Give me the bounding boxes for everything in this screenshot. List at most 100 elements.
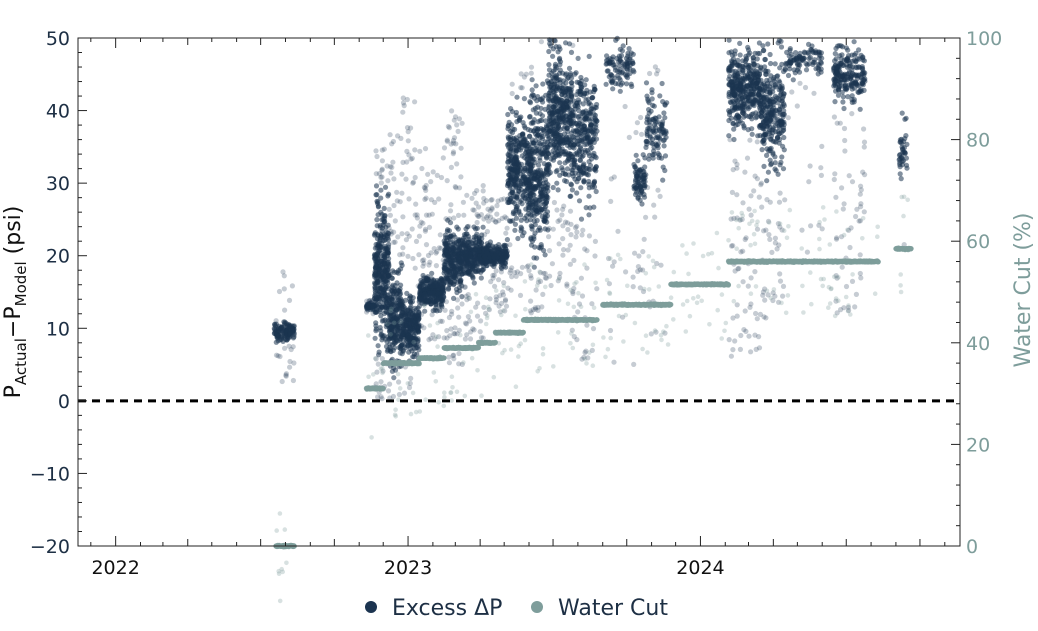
excess-point bbox=[546, 225, 552, 231]
excess-point bbox=[381, 146, 387, 152]
excess-point bbox=[404, 148, 410, 154]
excess-point bbox=[562, 171, 568, 177]
excess-point bbox=[459, 361, 465, 367]
excess-point bbox=[747, 74, 753, 80]
excess-point bbox=[378, 394, 384, 400]
excess-point bbox=[730, 98, 736, 104]
excess-point bbox=[797, 80, 803, 86]
excess-point bbox=[470, 274, 476, 280]
excess-point bbox=[507, 149, 513, 155]
excess-point bbox=[374, 301, 380, 308]
excess-point bbox=[506, 199, 512, 205]
excess-point bbox=[423, 187, 429, 193]
excess-point bbox=[528, 310, 534, 316]
excess-point bbox=[523, 142, 529, 148]
excess-point bbox=[762, 56, 768, 63]
excess-point bbox=[418, 323, 424, 329]
excess-point bbox=[732, 338, 738, 344]
excess-point bbox=[527, 114, 533, 120]
excess-point bbox=[551, 144, 557, 150]
excess-points bbox=[271, 35, 910, 402]
excess-point bbox=[291, 360, 297, 366]
excess-point bbox=[659, 80, 665, 87]
excess-point bbox=[654, 143, 660, 149]
excess-point bbox=[542, 270, 548, 277]
excess-point bbox=[388, 231, 394, 237]
excess-point bbox=[520, 133, 526, 139]
excess-point bbox=[492, 283, 498, 289]
excess-point bbox=[427, 259, 433, 265]
excess-point bbox=[787, 57, 794, 63]
excess-point bbox=[549, 261, 556, 267]
excess-point bbox=[767, 51, 773, 58]
excess-point bbox=[500, 292, 506, 298]
excess-point bbox=[395, 234, 401, 240]
excess-point bbox=[588, 139, 594, 145]
excess-point bbox=[516, 188, 522, 194]
excess-point bbox=[539, 113, 546, 119]
excess-point bbox=[399, 190, 405, 196]
excess-point bbox=[518, 141, 524, 147]
excess-point bbox=[819, 143, 825, 149]
excess-point bbox=[473, 226, 479, 232]
excess-point bbox=[753, 81, 759, 87]
excess-point bbox=[389, 141, 395, 147]
excess-point bbox=[574, 229, 580, 235]
excess-point bbox=[430, 332, 436, 338]
excess-point bbox=[451, 295, 457, 301]
excess-point bbox=[410, 308, 416, 315]
excess-point bbox=[283, 373, 289, 379]
excess-point bbox=[384, 163, 390, 169]
excess-point bbox=[764, 178, 770, 184]
excess-point bbox=[557, 172, 563, 178]
excess-point bbox=[534, 217, 540, 224]
excess-point bbox=[287, 364, 293, 370]
excess-point bbox=[420, 286, 426, 292]
excess-point bbox=[497, 293, 503, 299]
excess-point bbox=[473, 200, 479, 206]
excess-point bbox=[739, 67, 746, 73]
excess-point bbox=[768, 111, 774, 117]
excess-point bbox=[451, 356, 457, 362]
excess-point bbox=[372, 245, 378, 251]
excess-point bbox=[390, 393, 396, 400]
excess-point bbox=[478, 318, 484, 324]
excess-point bbox=[756, 334, 762, 340]
excess-point bbox=[538, 105, 544, 111]
excess-point bbox=[767, 236, 773, 242]
excess-point bbox=[372, 295, 378, 301]
excess-point bbox=[764, 197, 770, 203]
excess-point bbox=[491, 263, 497, 270]
excess-point bbox=[455, 128, 461, 134]
excess-point bbox=[662, 102, 668, 108]
excess-point bbox=[447, 333, 453, 339]
excess-point bbox=[507, 270, 513, 276]
excess-point bbox=[406, 233, 412, 239]
excess-point bbox=[546, 248, 553, 254]
excess-point bbox=[389, 328, 395, 334]
excess-point bbox=[372, 269, 378, 275]
excess-point bbox=[771, 99, 777, 105]
excess-point bbox=[506, 141, 512, 147]
excess-point bbox=[450, 149, 457, 155]
excess-point bbox=[428, 250, 434, 256]
excess-point bbox=[543, 118, 549, 124]
excess-point bbox=[541, 161, 547, 167]
excess-point bbox=[405, 129, 411, 135]
excess-point bbox=[502, 298, 508, 304]
excess-point bbox=[379, 167, 385, 173]
excess-point bbox=[412, 174, 418, 181]
excess-point bbox=[480, 224, 486, 230]
excess-point bbox=[408, 304, 414, 310]
excess-point bbox=[556, 241, 562, 247]
excess-point bbox=[425, 252, 432, 259]
excess-point bbox=[546, 97, 552, 103]
excess-point bbox=[756, 194, 762, 200]
excess-point bbox=[448, 164, 454, 170]
excess-point bbox=[376, 171, 382, 177]
excess-point bbox=[742, 73, 748, 79]
excess-point bbox=[772, 139, 778, 145]
excess-point bbox=[569, 187, 576, 193]
excess-point bbox=[531, 213, 537, 219]
excess-point bbox=[581, 179, 587, 185]
